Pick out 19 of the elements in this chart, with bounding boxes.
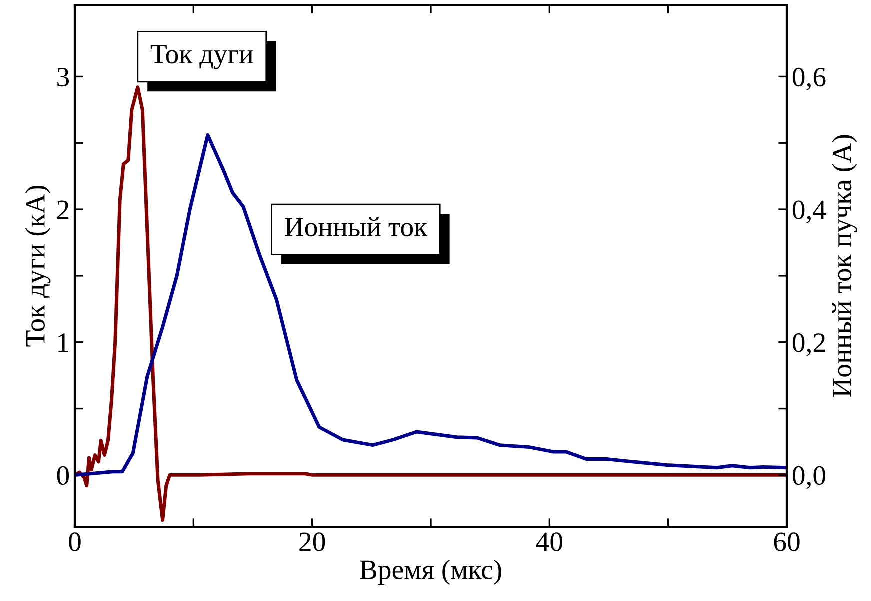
y-tick-label: 3	[58, 68, 70, 87]
x-tick-label: 40	[536, 532, 562, 552]
y2-axis-title: Ионный ток пучка (А)	[832, 135, 858, 398]
x-tick-label: 20	[300, 532, 326, 552]
y2-tick-label: 0,2	[792, 334, 826, 356]
x-tick-label: 60	[774, 532, 800, 552]
series-label: Ток дуги	[150, 45, 254, 70]
x-axis-title: Время (мкс)	[360, 560, 502, 586]
y2-tick-label: 0,0	[792, 466, 826, 490]
y-axis-title: Ток дуги (кА)	[25, 186, 51, 347]
line-series	[75, 133, 787, 477]
y-tick-label: 0	[57, 466, 70, 486]
y-tick-label: 1	[58, 334, 68, 352]
y-tick-label: 2	[57, 200, 69, 220]
y2-tick-label: 0,4	[792, 200, 826, 224]
series-label: Ионный ток	[285, 217, 428, 237]
x-tick-label: 0	[69, 532, 81, 552]
line-series	[75, 86, 787, 522]
y2-tick-label: 0,6	[792, 68, 826, 91]
